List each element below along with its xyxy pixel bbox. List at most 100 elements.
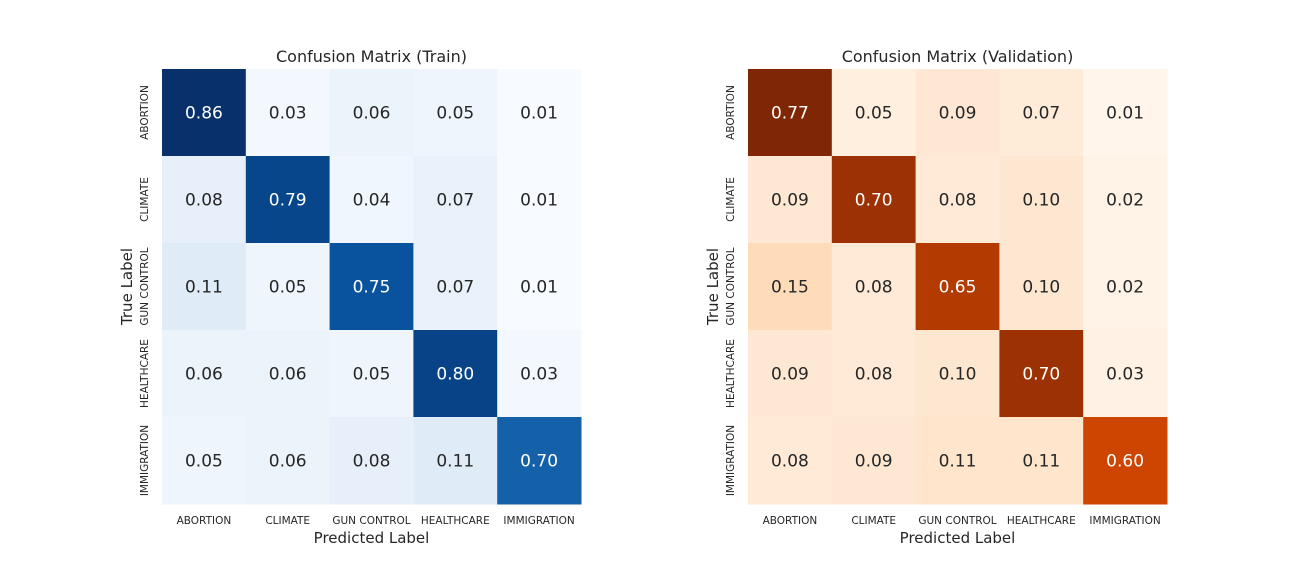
y-tick-label: HEALTHCARE <box>139 339 151 408</box>
cell-value-label: 0.03 <box>269 104 307 124</box>
heatmap-cell <box>915 243 1000 331</box>
heatmap-cell <box>915 417 1000 505</box>
heatmap-cell <box>413 417 498 505</box>
chart-title: Confusion Matrix (Train) <box>276 47 467 66</box>
heatmap-cell <box>999 330 1084 418</box>
cell-value-label: 0.15 <box>771 278 809 298</box>
cell-value-label: 0.09 <box>771 191 809 211</box>
heatmap-cell <box>915 69 1000 157</box>
cell-value-label: 0.11 <box>1022 452 1060 472</box>
heatmap-cell <box>162 156 247 244</box>
cell-value-label: 0.11 <box>185 278 223 298</box>
y-tick-label: GUN CONTROL <box>725 247 737 325</box>
x-tick-label: GUN CONTROL <box>918 515 996 527</box>
heatmap-cell <box>999 243 1084 331</box>
cell-value-label: 0.09 <box>939 104 977 124</box>
cell-value-label: 0.03 <box>520 365 558 385</box>
cell-value-label: 0.08 <box>185 191 223 211</box>
cell-value-label: 0.06 <box>269 452 307 472</box>
cell-value-label: 0.70 <box>855 191 893 211</box>
heatmap-cell <box>413 330 498 418</box>
validation-confusion-matrix: 0.77 0.05 0.09 0.07 0.01 0.09 0.70 0.08 0.10 0.02… <box>704 47 1168 547</box>
cell-value-label: 0.01 <box>1106 104 1144 124</box>
heatmap-cell <box>748 330 833 418</box>
heatmap-cell <box>748 156 833 244</box>
cell-value-label: 0.08 <box>353 452 391 472</box>
cell-value-label: 0.07 <box>436 278 474 298</box>
heatmap-cell <box>162 330 247 418</box>
x-tick-label: IMMIGRATION <box>1089 515 1160 527</box>
y-tick-label: HEALTHCARE <box>725 339 737 408</box>
heatmap-cell <box>329 330 414 418</box>
cell-value-label: 0.05 <box>353 365 391 385</box>
heatmap-cell <box>162 69 247 157</box>
cell-value-label: 0.08 <box>939 191 977 211</box>
heatmap-cell <box>245 417 331 505</box>
heatmap-cell <box>329 243 414 331</box>
heatmap-cell <box>162 243 247 331</box>
heatmap-cell <box>1083 330 1168 418</box>
heatmap-cell <box>497 69 582 157</box>
heatmap-cell <box>1083 69 1168 157</box>
heatmap-cell <box>245 156 331 244</box>
heatmap-cell <box>915 330 1000 418</box>
heatmap-cell <box>329 69 414 157</box>
heatmap-cell <box>831 417 917 505</box>
heatmap-cell <box>999 417 1084 505</box>
heatmap-cell <box>245 243 331 331</box>
y-tick-label: IMMIGRATION <box>139 425 151 496</box>
cell-value-label: 0.02 <box>1106 191 1144 211</box>
heatmap-cell <box>831 330 917 418</box>
x-tick-label: ABORTION <box>763 515 818 527</box>
y-tick-label: ABORTION <box>139 85 151 140</box>
heatmap-cell <box>497 330 582 418</box>
y-tick-label: ABORTION <box>725 85 737 140</box>
heatmap-cell <box>245 330 331 418</box>
cell-value-label: 0.65 <box>939 278 977 298</box>
x-tick-label: HEALTHCARE <box>421 515 490 527</box>
y-tick-label: GUN CONTROL <box>139 247 151 325</box>
cell-value-label: 0.80 <box>436 365 474 385</box>
heatmap-cell <box>497 417 582 505</box>
cell-value-label: 0.07 <box>436 191 474 211</box>
cell-value-label: 0.70 <box>520 452 558 472</box>
heatmap-cell <box>413 156 498 244</box>
heatmap-cell <box>497 243 582 331</box>
heatmap-cell <box>831 243 917 331</box>
heatmap-cell <box>1083 243 1168 331</box>
cell-value-label: 0.09 <box>771 365 809 385</box>
x-tick-label: IMMIGRATION <box>503 515 574 527</box>
cell-value-label: 0.11 <box>939 452 977 472</box>
heatmap-cell <box>999 69 1084 157</box>
cell-value-label: 0.05 <box>855 104 893 124</box>
cell-value-label: 0.03 <box>1106 365 1144 385</box>
train-confusion-matrix: 0.86 0.03 0.06 0.05 0.01 0.08 0.79 0.04 0.07 0.01… <box>118 47 582 547</box>
heatmap-cell <box>497 156 582 244</box>
cell-value-label: 0.06 <box>353 104 391 124</box>
cell-value-label: 0.01 <box>520 191 558 211</box>
cell-value-label: 0.79 <box>269 191 307 211</box>
heatmap-cell <box>915 156 1000 244</box>
cell-value-label: 0.86 <box>185 104 223 124</box>
cell-value-label: 0.05 <box>436 104 474 124</box>
y-tick-label: CLIMATE <box>139 177 151 222</box>
cell-value-label: 0.02 <box>1106 278 1144 298</box>
cell-value-label: 0.05 <box>185 452 223 472</box>
cell-value-label: 0.60 <box>1106 452 1144 472</box>
x-tick-label: HEALTHCARE <box>1007 515 1076 527</box>
x-tick-label: CLIMATE <box>851 515 896 527</box>
x-tick-label: GUN CONTROL <box>332 515 410 527</box>
x-tick-label: ABORTION <box>177 515 232 527</box>
heatmap-cell <box>413 243 498 331</box>
heatmap-cell <box>748 417 833 505</box>
heatmap-cell <box>245 69 331 157</box>
heatmap-cell <box>831 156 917 244</box>
heatmap-cell <box>329 417 414 505</box>
cell-value-label: 0.06 <box>269 365 307 385</box>
y-axis-label: True Label <box>704 248 722 326</box>
heatmap-cell <box>1083 156 1168 244</box>
cell-value-label: 0.04 <box>353 191 391 211</box>
cell-value-label: 0.11 <box>436 452 474 472</box>
cell-value-label: 0.07 <box>1022 104 1060 124</box>
